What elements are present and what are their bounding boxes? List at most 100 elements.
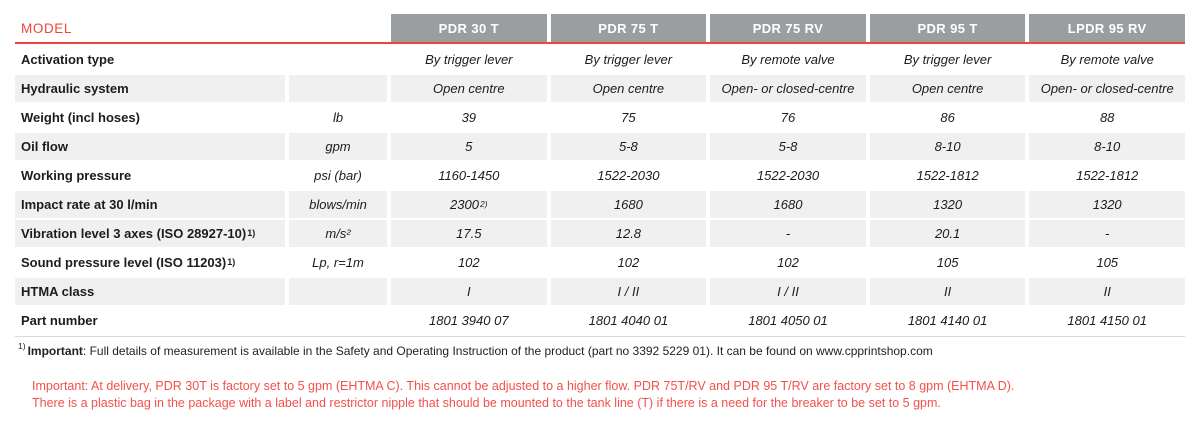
row-value-text: 5-8 [778, 139, 798, 154]
row-label: Part number [15, 307, 285, 334]
row-unit [289, 46, 387, 73]
row-value: By trigger lever [391, 46, 547, 73]
row-value-text: 39 [461, 110, 477, 125]
row-value-text: 102 [777, 255, 799, 270]
row-value-text: 1680 [613, 197, 643, 212]
row-value-text: 1522-1812 [916, 168, 979, 183]
table-row: Sound pressure level (ISO 11203) 1) Lp, r=… [15, 249, 1185, 276]
column-header-lpdr-95-rv: LPDR 95 RV [1029, 14, 1185, 42]
footnote-bold: Important [27, 344, 83, 358]
row-value-text: Open centre [433, 81, 505, 96]
row-value-text: 2300 [450, 197, 479, 212]
footnote-1: 1) Important: Full details of measurement… [17, 341, 1185, 358]
column-header-pdr-30-t: PDR 30 T [391, 14, 547, 42]
row-value: Open- or closed-centre [1029, 75, 1185, 102]
row-value: 1801 4040 01 [551, 307, 707, 334]
row-label-text: Impact rate at 30 l/min [21, 197, 158, 212]
row-value-text: 75 [621, 110, 636, 125]
column-header-pdr-75-rv: PDR 75 RV [710, 14, 866, 42]
row-value: By remote valve [1029, 46, 1185, 73]
row-value: 5 [391, 133, 547, 160]
row-value: 2300 2) [391, 191, 547, 218]
row-value-text: 86 [940, 110, 955, 125]
row-unit: blows/min [289, 191, 387, 218]
row-value-text: By trigger lever [425, 52, 513, 67]
row-value: 1680 [710, 191, 866, 218]
row-value: 1801 4150 01 [1029, 307, 1185, 334]
row-value: 17.5 [391, 220, 547, 247]
row-value-text: Open- or closed-centre [721, 81, 855, 96]
warning-line-2: There is a plastic bag in the package wi… [32, 395, 941, 410]
row-value-text: 76 [780, 110, 796, 125]
table-row: Impact rate at 30 l/min blows/min 2300 2) 16… [15, 191, 1185, 218]
row-value-text: II [1103, 284, 1111, 299]
row-value-text: II [943, 284, 952, 299]
warning-line-1: Important: At delivery, PDR 30T is facto… [32, 379, 1015, 393]
row-value: 1522-1812 [870, 162, 1026, 189]
footnote-text: : Full details of measurement is availab… [82, 344, 933, 358]
row-value: 1320 [1029, 191, 1185, 218]
row-value: 75 [551, 104, 707, 131]
row-value: 1522-1812 [1029, 162, 1185, 189]
row-value: 105 [1029, 249, 1185, 276]
row-value: 5-8 [550, 133, 707, 160]
row-label: Working pressure [15, 162, 285, 189]
column-header-pdr-95-t: PDR 95 T [869, 14, 1026, 42]
unit-header-spacer [289, 14, 387, 42]
row-value: 102 [551, 249, 707, 276]
row-value: II [1029, 278, 1185, 305]
row-value-text: I [466, 284, 471, 299]
row-value: 1680 [550, 191, 707, 218]
row-value: - [1029, 220, 1185, 247]
row-value-text: 1522-1812 [1076, 168, 1139, 183]
row-value-text: 1320 [1092, 197, 1122, 212]
row-value-text: By trigger lever [584, 52, 673, 67]
important-warning: Important: At delivery, PDR 30T is facto… [32, 378, 1185, 411]
row-value: II [869, 278, 1026, 305]
row-value-text: I / II [777, 284, 799, 299]
column-header-pdr-75-t: PDR 75 T [550, 14, 707, 42]
row-value: 1522-2030 [710, 162, 866, 189]
row-value: Open centre [391, 75, 547, 102]
row-label: Hydraulic system [15, 75, 285, 102]
row-label-text: Part number [21, 313, 98, 328]
footnote-marker: 1) [18, 341, 26, 351]
model-header-label: MODEL [21, 20, 73, 36]
table-row: Part number 1801 3940 07 1801 4040 01 1801 … [15, 307, 1185, 334]
row-unit [289, 307, 387, 334]
row-label: Oil flow [15, 133, 285, 160]
row-unit [289, 278, 387, 305]
row-label-text: Sound pressure level (ISO 11203) [21, 255, 227, 270]
row-label-text: Vibration level 3 axes (ISO 28927-10) [21, 226, 247, 241]
row-value: 102 [391, 249, 547, 276]
row-value-text: 1801 4150 01 [1067, 313, 1147, 328]
row-unit: gpm [289, 133, 387, 160]
row-value-text: 1801 4040 01 [588, 313, 669, 328]
row-label: Weight (incl hoses) [15, 104, 285, 131]
row-value: 1320 [869, 191, 1026, 218]
row-value-text: 17.5 [456, 226, 482, 241]
row-value-text: 12.8 [615, 226, 642, 241]
row-value-text: 105 [936, 255, 959, 270]
table-row: Vibration level 3 axes (ISO 28927-10) 1) m… [15, 220, 1185, 247]
row-value-text: Open centre [592, 81, 665, 96]
row-value-text: By trigger lever [903, 52, 992, 67]
row-unit [289, 75, 387, 102]
row-value: I / II [710, 278, 866, 305]
row-value: By remote valve [710, 46, 866, 73]
row-value: Open centre [869, 75, 1026, 102]
row-value: 8-10 [1029, 133, 1185, 160]
row-value-text: - [785, 226, 791, 241]
row-value: 76 [710, 104, 866, 131]
row-value: 105 [870, 249, 1026, 276]
table-row: Weight (incl hoses) lb 39 75 76 86 88 [15, 104, 1185, 131]
row-value: I [391, 278, 547, 305]
row-value: 20.1 [869, 220, 1026, 247]
row-value-text: By remote valve [1060, 52, 1154, 67]
row-value-text: 88 [1099, 110, 1115, 125]
row-label: Vibration level 3 axes (ISO 28927-10) 1) [15, 220, 285, 247]
row-value-text: I / II [617, 284, 640, 299]
row-label-text: HTMA class [21, 284, 95, 299]
